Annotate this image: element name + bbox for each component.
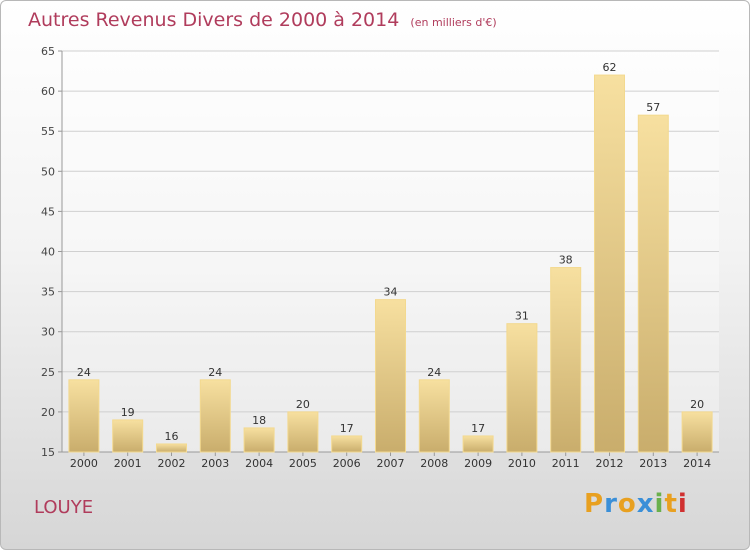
bar [681, 411, 713, 453]
y-tick-label: 20 [41, 406, 55, 419]
data-label: 24 [208, 366, 222, 379]
x-tick-label: 2001 [114, 457, 142, 470]
commune-name: LOUYE [34, 497, 94, 518]
x-tick-label: 2006 [333, 457, 361, 470]
data-label: 57 [646, 101, 660, 114]
data-label: 16 [165, 430, 179, 443]
data-label: 18 [252, 414, 266, 427]
x-tick-label: 2007 [377, 457, 405, 470]
logo-letter: t [664, 489, 678, 519]
x-tick-label: 2003 [201, 457, 229, 470]
bar [550, 267, 582, 453]
data-label: 24 [77, 366, 91, 379]
y-tick-label: 60 [41, 85, 55, 98]
y-tick-label: 65 [41, 45, 55, 58]
y-tick-label: 45 [41, 205, 55, 218]
logo-letter: i [654, 489, 665, 519]
logo-letter: x [636, 489, 655, 519]
x-tick-label: 2010 [508, 457, 536, 470]
y-tick-label: 40 [41, 246, 55, 259]
bar [462, 435, 494, 453]
x-tick-label: 2005 [289, 457, 317, 470]
chart-title: Autres Revenus Divers de 2000 à 2014 [28, 9, 400, 31]
x-tick-label: 2002 [158, 457, 186, 470]
y-tick-label: 35 [41, 286, 55, 299]
x-tick-label: 2011 [552, 457, 580, 470]
bar [594, 74, 625, 453]
y-tick-label: 50 [41, 165, 55, 178]
logo-letter: r [604, 489, 618, 519]
data-label: 17 [340, 422, 354, 435]
y-tick-label: 55 [41, 125, 55, 138]
x-tick-label: 2014 [683, 457, 711, 470]
bar [637, 114, 669, 453]
x-tick-label: 2009 [464, 457, 492, 470]
data-label: 20 [296, 398, 310, 411]
data-label: 20 [690, 398, 704, 411]
bar [506, 323, 538, 453]
bar [156, 443, 187, 453]
bar [331, 435, 363, 453]
chart-header: Autres Revenus Divers de 2000 à 2014 (en… [28, 9, 497, 31]
x-tick-label: 2012 [596, 457, 624, 470]
y-tick-label: 30 [41, 326, 55, 339]
data-label: 19 [121, 406, 135, 419]
data-label: 34 [384, 286, 398, 299]
x-tick-label: 2008 [420, 457, 448, 470]
proxiti-logo[interactable]: Proxiti [584, 489, 688, 519]
y-tick-label: 25 [41, 366, 55, 379]
chart-unit: (en milliers d'€) [410, 16, 497, 29]
x-tick-label: 2000 [70, 457, 98, 470]
logo-letter: P [584, 489, 605, 519]
logo-letter: o [617, 489, 637, 519]
bar [112, 419, 144, 453]
x-tick-label: 2004 [245, 457, 273, 470]
bar [243, 427, 275, 453]
bar [375, 299, 406, 453]
x-tick-label: 2013 [639, 457, 667, 470]
bar [287, 411, 319, 453]
data-label: 31 [515, 310, 529, 323]
y-tick-label: 15 [41, 446, 55, 459]
data-label: 62 [603, 61, 617, 74]
data-label: 38 [559, 254, 573, 267]
bar [68, 379, 100, 453]
logo-letter: i [677, 489, 688, 519]
bar [418, 379, 450, 453]
data-label: 24 [427, 366, 441, 379]
data-label: 17 [471, 422, 485, 435]
bar [199, 379, 231, 453]
